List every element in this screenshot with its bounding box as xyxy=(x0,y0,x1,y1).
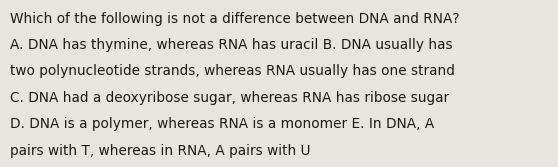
Text: A. DNA has thymine, whereas RNA has uracil B. DNA usually has: A. DNA has thymine, whereas RNA has urac… xyxy=(10,38,453,52)
Text: two polynucleotide strands, whereas RNA usually has one strand: two polynucleotide strands, whereas RNA … xyxy=(10,64,455,78)
Text: D. DNA is a polymer, whereas RNA is a monomer E. In DNA, A: D. DNA is a polymer, whereas RNA is a mo… xyxy=(10,117,434,131)
Text: Which of the following is not a difference between DNA and RNA?: Which of the following is not a differen… xyxy=(10,12,460,26)
Text: pairs with T, whereas in RNA, A pairs with U: pairs with T, whereas in RNA, A pairs wi… xyxy=(10,144,311,158)
Text: C. DNA had a deoxyribose sugar, whereas RNA has ribose sugar: C. DNA had a deoxyribose sugar, whereas … xyxy=(10,91,449,105)
